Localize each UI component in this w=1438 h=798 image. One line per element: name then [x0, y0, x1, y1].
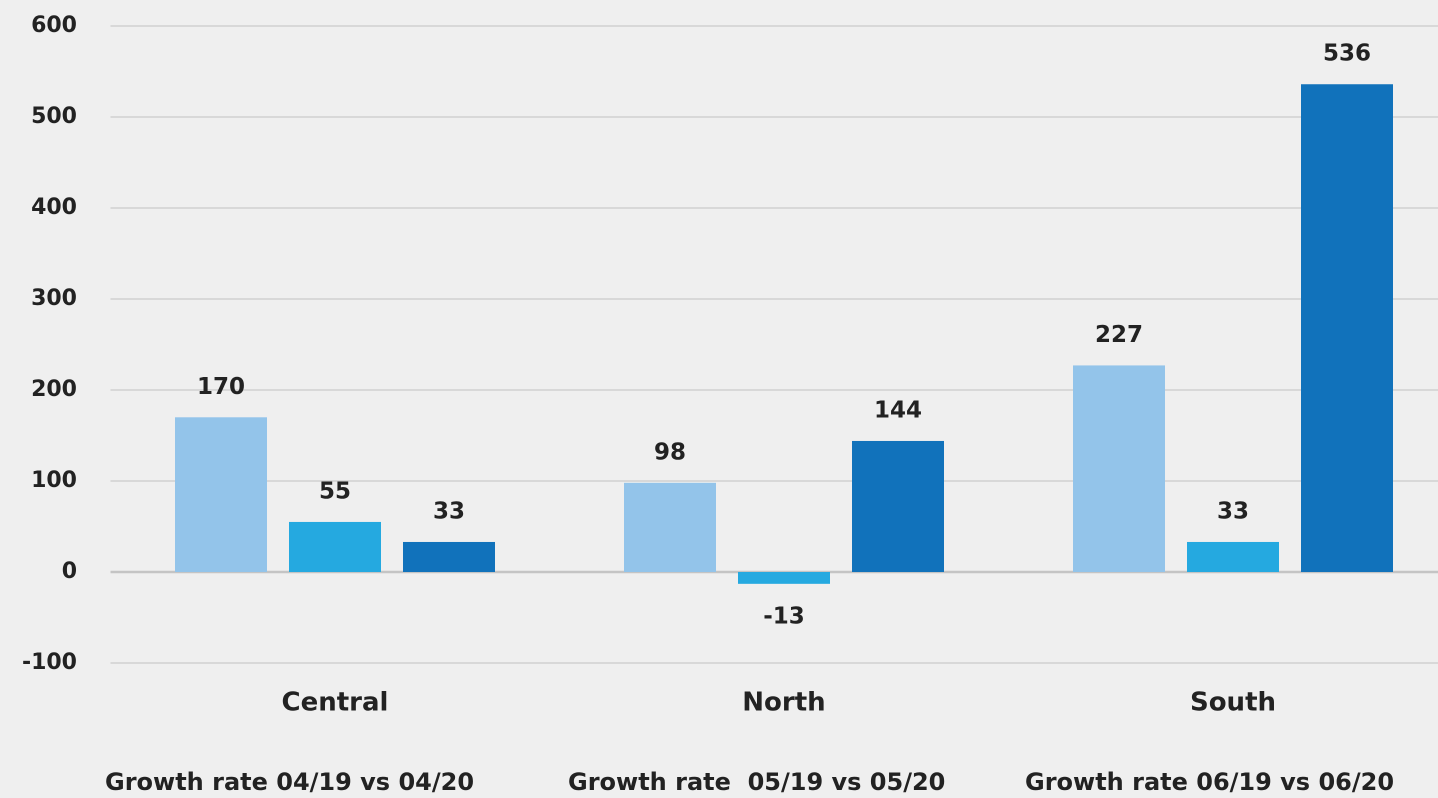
y-tick-label: 400 — [31, 195, 77, 220]
bar — [738, 572, 830, 584]
y-tick-label: -100 — [22, 650, 77, 675]
y-tick-label: 300 — [31, 286, 77, 311]
bar — [289, 521, 381, 572]
value-label: 33 — [433, 498, 465, 524]
legend-label: Growth rate 06/19 vs 06/20 — [1025, 768, 1394, 796]
bar — [852, 440, 944, 572]
bar — [1301, 84, 1393, 573]
x-tick-label: North — [742, 688, 825, 718]
legend-label: Growth rate 05/19 vs 05/20 — [568, 768, 945, 796]
value-label: 33 — [1217, 498, 1249, 524]
legend-label: Growth rate 04/19 vs 04/20 — [105, 768, 474, 796]
value-label: 144 — [874, 397, 922, 423]
value-label: 536 — [1323, 41, 1371, 67]
x-tick-label: Central — [282, 688, 389, 718]
y-tick-label: 100 — [31, 468, 77, 493]
y-tick-label: 0 — [62, 559, 77, 584]
value-label: -13 — [763, 603, 805, 629]
bar — [175, 417, 267, 572]
x-tick-label: South — [1190, 688, 1276, 718]
y-tick-label: 500 — [31, 104, 77, 129]
bar — [403, 541, 495, 572]
value-label: 170 — [197, 374, 245, 400]
bar — [1073, 365, 1165, 572]
bar — [624, 482, 716, 572]
value-label: 98 — [654, 439, 686, 465]
bar — [1187, 541, 1279, 572]
value-label: 55 — [319, 478, 351, 504]
y-tick-label: 600 — [31, 13, 77, 38]
y-tick-label: 200 — [31, 377, 77, 402]
value-label: 227 — [1095, 322, 1143, 348]
